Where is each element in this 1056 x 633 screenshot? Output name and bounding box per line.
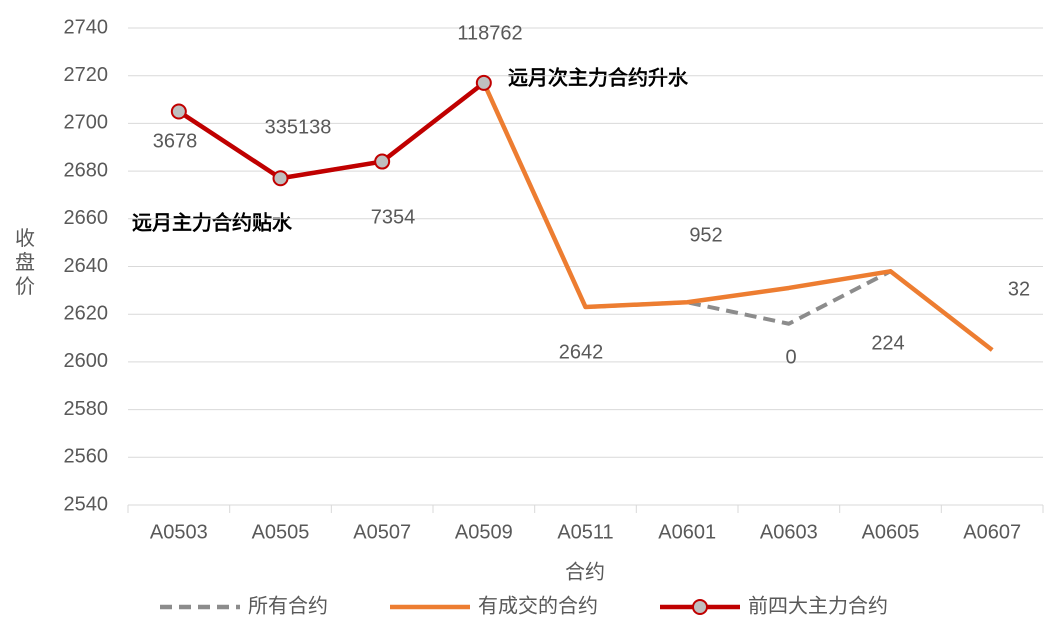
marker [374,153,391,170]
line-series [177,81,486,181]
point-label: 952 [689,224,722,246]
marker [475,74,492,91]
point-label: 335138 [265,116,332,138]
x-tick-label: A0505 [252,521,310,543]
y-tick-label: 2720 [64,64,109,86]
line-series [481,81,994,352]
legend-marker [692,599,708,615]
x-tick-label: A0503 [150,521,208,543]
y-tick-label: 2660 [64,207,109,229]
y-tick-label: 2680 [64,159,109,181]
point-label: 2642 [559,341,604,363]
x-tick-label: A0507 [353,521,411,543]
legend-label: 所有合约 [248,594,328,617]
y-axis-title: 收盘价 [15,227,35,298]
x-tick-label: A0509 [455,521,513,543]
point-label: 3678 [153,130,198,152]
y-tick-label: 2580 [64,398,109,420]
y-tick-label: 2620 [64,302,109,324]
point-label: 0 [785,346,796,368]
x-tick-label: A0607 [963,521,1021,543]
marker [272,170,289,187]
point-label: 7354 [371,206,416,228]
legend-label: 有成交的合约 [478,594,598,617]
x-tick-label: A0601 [658,521,716,543]
x-tick-label: A0605 [862,521,920,543]
point-label: 118762 [457,22,522,44]
point-label: 32 [1008,278,1030,300]
annotation: 远月次主力合约升水 [508,65,689,89]
x-tick-label: A0603 [760,521,818,543]
y-tick-label: 2640 [64,255,109,277]
point-label: 224 [871,332,904,354]
y-tick-label: 2560 [64,446,109,468]
y-tick-label: 2700 [64,112,109,134]
legend-label: 前四大主力合约 [748,594,888,617]
y-tick-label: 2740 [64,16,109,38]
y-tick-label: 2600 [64,350,109,372]
y-tick-label: 2540 [64,493,109,515]
x-tick-label: A0511 [557,521,613,543]
x-axis-title: 合约 [565,560,605,583]
annotation: 远月主力合约贴水 [132,210,293,234]
marker [170,103,187,120]
